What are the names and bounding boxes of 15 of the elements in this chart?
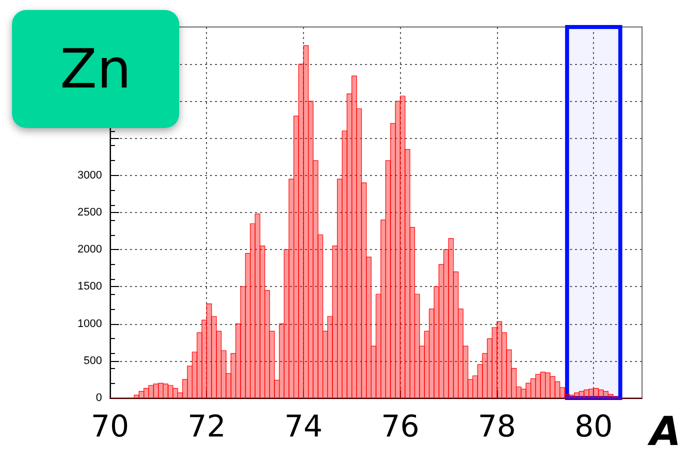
y-tick-label: 500	[84, 354, 102, 367]
y-tick-label: 1000	[78, 318, 102, 330]
x-axis-title: A	[647, 409, 682, 455]
y-tick-label: 3000	[78, 169, 102, 182]
chart-title: Zn	[60, 38, 132, 100]
x-tick-label: 74	[284, 410, 323, 444]
x-tick-label: 78	[478, 410, 516, 444]
x-tick-label: 80	[574, 410, 613, 444]
x-tick-label: 70	[90, 410, 130, 444]
x-tick-label: 72	[188, 410, 226, 444]
x-tick-label: 76	[381, 410, 420, 444]
y-tick-label: 2500	[78, 206, 102, 218]
y-tick-label: 1500	[78, 280, 102, 293]
y-tick-label: 2000	[78, 244, 102, 256]
y-tick-label: 0	[96, 392, 102, 404]
